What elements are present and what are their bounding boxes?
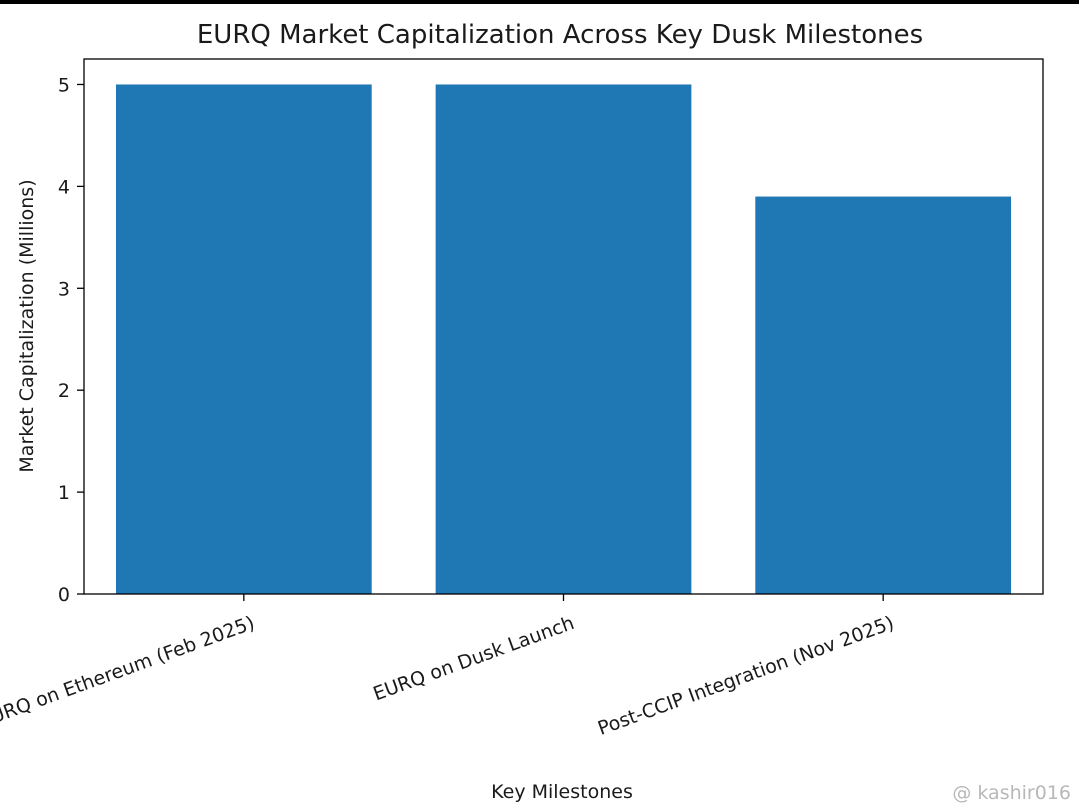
bar-2 xyxy=(435,84,692,594)
bar-1 xyxy=(115,84,372,594)
plot-area: 0 1 2 3 4 5 EURQ on Ethereum (Feb 2025) EURQ on… xyxy=(0,58,1044,740)
top-border xyxy=(0,0,1079,4)
watermark: @ kashir016 xyxy=(952,782,1071,804)
x-tick-label: EURQ on Dusk Launch xyxy=(370,612,577,705)
x-axis-label: Key Milestones xyxy=(491,781,633,803)
chart-title: EURQ Market Capitalization Across Key Du… xyxy=(197,20,923,50)
y-tick-label: 4 xyxy=(58,176,70,198)
y-tick-label: 2 xyxy=(58,380,70,402)
x-tick-label: Post-CCIP Integration (Nov 2025) xyxy=(595,612,897,740)
y-tick-label: 0 xyxy=(58,584,70,606)
y-axis-label: Market Capitalization (Millions) xyxy=(16,179,38,472)
y-tick-label: 5 xyxy=(58,74,70,96)
x-tick-label: EURQ on Ethereum (Feb 2025) xyxy=(0,612,258,732)
bar-3 xyxy=(755,196,1012,595)
y-tick-label: 3 xyxy=(58,278,70,300)
y-tick-label: 1 xyxy=(58,482,70,504)
